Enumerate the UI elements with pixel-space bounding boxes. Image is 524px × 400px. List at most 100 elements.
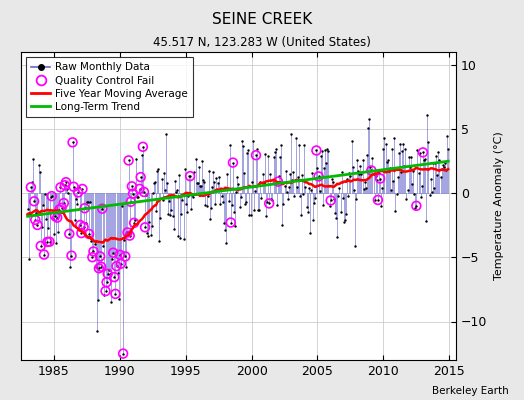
Point (370, 197, 379, 203)
Point (429, 160, 437, 166)
Point (170, 178, 179, 184)
Point (163, 180, 171, 186)
Point (122, 264, 130, 271)
Point (90, 241, 99, 248)
Point (329, 178, 337, 185)
Point (176, 235, 184, 241)
Point (364, 125, 372, 132)
Point (277, 141, 286, 148)
Point (367, 167, 376, 174)
Point (253, 146, 261, 152)
Point (356, 163, 365, 169)
Point (63, 185, 71, 192)
Point (109, 250, 117, 256)
Point (77, 230, 85, 236)
Point (98, 206, 106, 212)
Point (190, 169, 199, 176)
Point (197, 183, 205, 189)
Point (324, 147, 333, 154)
Point (88, 254, 96, 260)
Point (375, 170, 383, 176)
Point (192, 180, 201, 186)
Point (215, 201, 224, 208)
Point (431, 160, 439, 166)
Point (210, 179, 219, 185)
Point (129, 190, 137, 197)
Point (357, 170, 366, 177)
Point (178, 197, 187, 204)
Point (181, 200, 190, 207)
Point (380, 134, 389, 141)
Point (123, 229, 132, 236)
Point (374, 197, 382, 203)
Point (40, 252, 48, 258)
Point (354, 168, 362, 175)
Point (27, 184, 35, 190)
Point (247, 179, 256, 185)
Point (281, 168, 290, 174)
Point (237, 138, 246, 144)
Text: 45.517 N, 123.283 W (United States): 45.517 N, 123.283 W (United States) (153, 36, 371, 49)
Point (258, 171, 267, 177)
Point (227, 202, 236, 209)
Point (186, 173, 194, 179)
Point (428, 188, 436, 195)
Point (223, 171, 232, 178)
Point (95, 265, 103, 272)
Point (296, 193, 304, 199)
Point (128, 183, 136, 190)
Point (310, 200, 319, 206)
Point (222, 240, 231, 246)
Point (399, 141, 407, 147)
Point (268, 197, 277, 204)
Point (152, 208, 160, 214)
Point (124, 157, 133, 164)
Point (188, 192, 196, 199)
Point (60, 200, 68, 206)
Point (418, 183, 426, 190)
Point (172, 189, 180, 195)
Point (283, 196, 292, 203)
Point (89, 248, 97, 255)
Point (412, 203, 421, 209)
Point (115, 296, 123, 302)
Point (302, 203, 311, 210)
Point (334, 193, 343, 199)
Point (377, 203, 385, 209)
Point (274, 178, 282, 185)
Point (206, 216, 214, 223)
Point (335, 185, 344, 192)
Point (321, 147, 330, 153)
Point (161, 187, 169, 193)
Point (300, 142, 309, 148)
Point (38, 224, 46, 230)
Point (422, 218, 430, 224)
Point (405, 153, 413, 160)
Point (191, 156, 200, 162)
Point (85, 231, 93, 237)
Point (230, 209, 238, 216)
Point (187, 206, 195, 212)
Point (37, 243, 45, 249)
Point (346, 173, 355, 180)
Point (242, 199, 250, 205)
Point (118, 203, 126, 209)
Point (286, 170, 294, 177)
Point (47, 194, 55, 200)
Point (74, 189, 82, 196)
Point (60, 200, 68, 206)
Point (301, 184, 310, 190)
Point (151, 179, 159, 185)
Point (326, 197, 335, 204)
Point (130, 220, 138, 226)
Point (154, 165, 162, 172)
Point (84, 198, 92, 205)
Point (292, 183, 301, 190)
Point (111, 291, 119, 297)
Point (278, 222, 287, 228)
Point (374, 197, 382, 203)
Point (379, 146, 388, 152)
Point (319, 202, 327, 209)
Point (141, 224, 149, 230)
Point (119, 350, 127, 357)
